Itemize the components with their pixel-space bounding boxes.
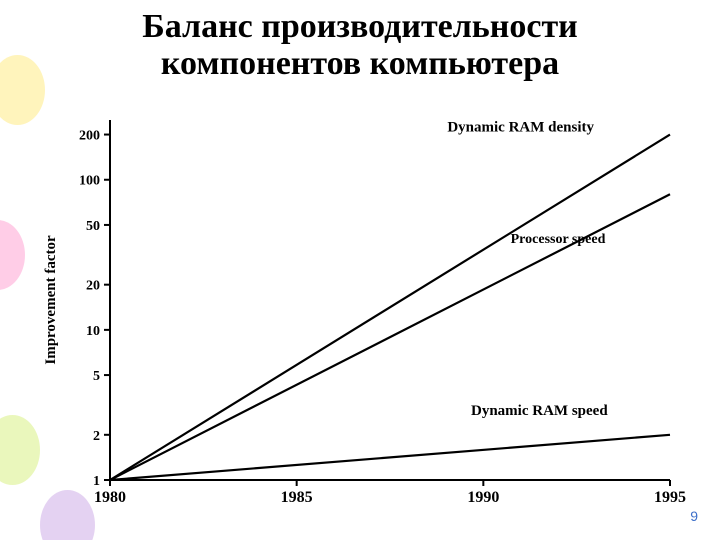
svg-text:5: 5 — [93, 369, 100, 384]
svg-text:100: 100 — [79, 174, 100, 189]
svg-text:10: 10 — [86, 324, 100, 339]
svg-text:1: 1 — [93, 474, 100, 489]
slide: Баланс производительности компонентов ко… — [0, 0, 720, 540]
svg-text:1980: 1980 — [94, 489, 126, 506]
balloon-deco — [0, 220, 25, 290]
svg-text:1995: 1995 — [654, 489, 686, 506]
svg-text:50: 50 — [86, 219, 100, 234]
slide-title: Баланс производительности компонентов ко… — [0, 8, 720, 83]
svg-text:Dynamic RAM density: Dynamic RAM density — [447, 119, 594, 135]
svg-text:1990: 1990 — [467, 489, 499, 506]
title-line-2: компонентов компьютера — [0, 45, 720, 82]
svg-text:Processor speed: Processor speed — [511, 232, 606, 247]
title-line-1: Баланс производительности — [0, 8, 720, 45]
performance-chart: 1980 1985 1990 1995 1 2 5 10 20 50 100 200 Improveme… — [30, 100, 690, 525]
svg-text:Improvement factor: Improvement factor — [43, 235, 59, 365]
svg-text:20: 20 — [86, 279, 100, 294]
svg-text:2: 2 — [93, 429, 100, 444]
svg-text:200: 200 — [79, 129, 100, 144]
page-number: 9 — [690, 508, 698, 524]
svg-text:Dynamic RAM speed: Dynamic RAM speed — [471, 403, 608, 419]
svg-text:1985: 1985 — [281, 489, 313, 506]
